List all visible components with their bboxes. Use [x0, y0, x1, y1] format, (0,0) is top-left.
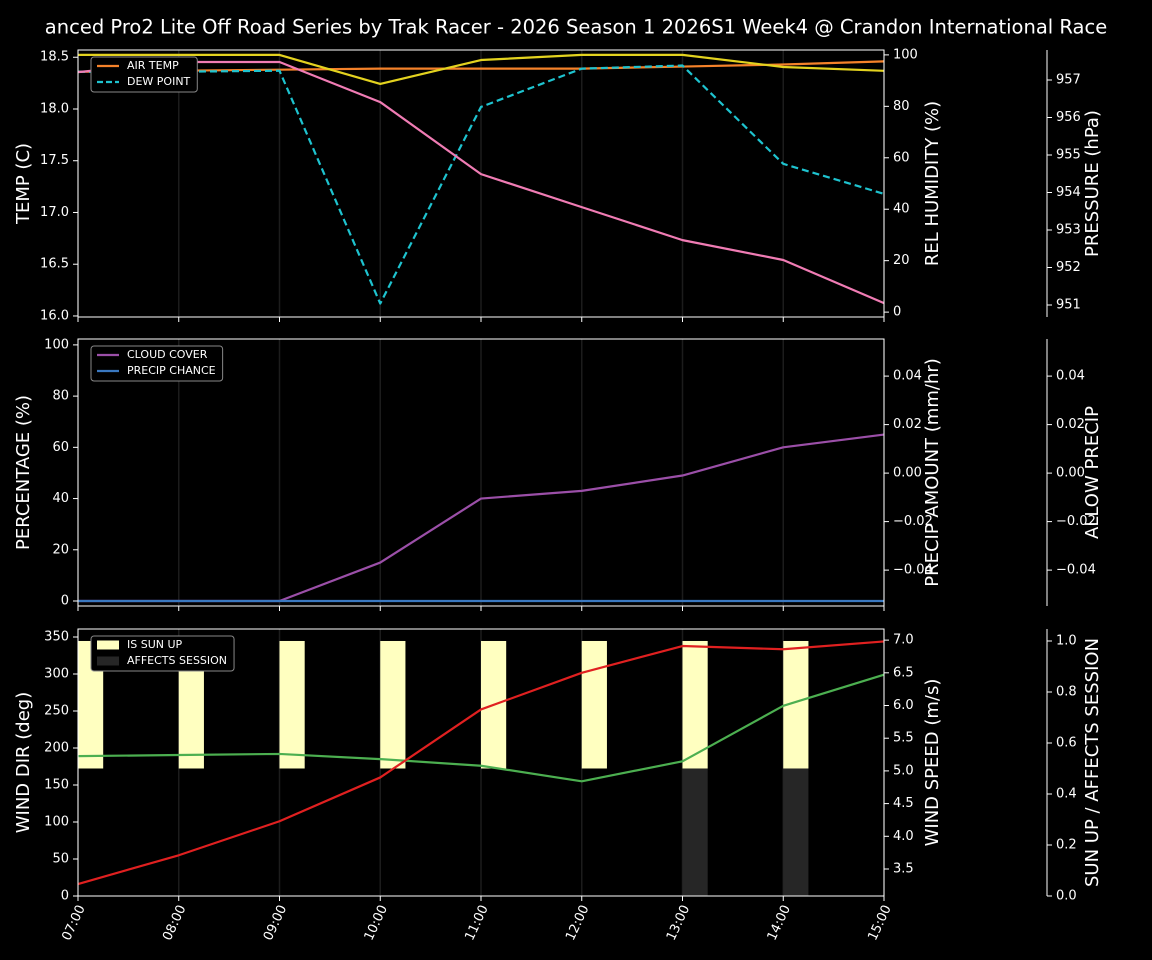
y-tick-label: 3.5 [893, 861, 914, 876]
axis-label: REL HUMIDITY (%) [922, 101, 943, 266]
axis-label: WIND DIR (deg) [13, 692, 34, 834]
legend: CLOUD COVER PRECIP CHANCE [90, 345, 224, 382]
y-tick-label: 16.0 [40, 308, 69, 323]
y-tick-label: 0.4 [1056, 786, 1077, 801]
y-tick-label: 1.0 [1056, 633, 1077, 648]
y-tick-label: 955 [1056, 148, 1081, 163]
y-tick-label: 350 [44, 629, 69, 644]
legend: AIR TEMP DEW POINT [90, 56, 198, 93]
y-tick-label: 300 [44, 666, 69, 681]
y-tick-label: 952 [1056, 260, 1081, 275]
y-tick-label: 953 [1056, 223, 1081, 238]
legend-swatch [97, 656, 119, 666]
y-tick-label: 0.0 [1056, 889, 1077, 904]
y-tick-label: 20 [52, 542, 69, 557]
y-tick-label: 951 [1056, 298, 1081, 313]
y-tick-label: 18.5 [40, 50, 69, 65]
y-tick-label: −0.02 [1056, 514, 1096, 529]
y-tick-label: 20 [893, 253, 910, 268]
y-tick-label: 956 [1056, 110, 1081, 125]
y-tick-label: 7.0 [893, 633, 914, 648]
y-tick-label: 60 [893, 150, 910, 165]
legend-label: PRECIP CHANCE [127, 364, 216, 377]
y-tick-label: 18.0 [40, 101, 69, 116]
y-tick-label: 150 [44, 777, 69, 792]
bar [783, 768, 809, 896]
legend-label: AFFECTS SESSION [127, 654, 227, 667]
y-tick-label: 100 [44, 337, 69, 352]
y-tick-label: 0.04 [1056, 369, 1085, 384]
y-tick-label: 80 [52, 389, 69, 404]
y-tick-label: 957 [1056, 73, 1081, 88]
y-tick-label: 0 [61, 594, 69, 609]
y-tick-label: −0.04 [893, 563, 933, 578]
y-tick-label: 0.8 [1056, 684, 1077, 699]
y-tick-label: 100 [893, 47, 918, 62]
plot-frame [77, 628, 885, 897]
y-tick-label: 50 [52, 851, 69, 866]
axis-label: PRESSURE (hPa) [1082, 110, 1103, 257]
y-tick-label: 5.0 [893, 763, 914, 778]
y-tick-label: 0 [893, 305, 901, 320]
y-tick-label: 0.04 [893, 369, 922, 384]
legend-label: IS SUN UP [127, 638, 183, 651]
legend-box [90, 345, 224, 382]
axis-label: PRECIP AMOUNT (mm/hr) [922, 358, 943, 587]
y-tick-label: 17.0 [40, 205, 69, 220]
y-tick-label: 954 [1056, 185, 1081, 200]
legend: IS SUN UP AFFECTS SESSION [90, 635, 235, 672]
legend-label: AIR TEMP [127, 59, 179, 72]
axis-label: TEMP (C) [13, 143, 34, 225]
y-tick-label: 40 [893, 202, 910, 217]
legend-label: DEW POINT [127, 75, 191, 88]
y-tick-label: 0.2 [1056, 837, 1077, 852]
chart-title: anced Pro2 Lite Off Road Series by Trak … [45, 16, 1107, 39]
y-tick-label: 80 [893, 99, 910, 114]
y-tick-label: 100 [44, 814, 69, 829]
y-tick-label: 4.5 [893, 796, 914, 811]
line [77, 640, 885, 886]
axis-label: WIND SPEED (m/s) [922, 679, 943, 847]
y-tick-label: 250 [44, 703, 69, 718]
y-tick-label: −0.02 [893, 514, 933, 529]
y-tick-label: −0.04 [1056, 563, 1096, 578]
bar [380, 640, 406, 769]
bar [581, 640, 607, 769]
y-tick-label: 0.02 [1056, 417, 1085, 432]
legend-box [90, 635, 235, 672]
y-tick-label: 0.02 [893, 417, 922, 432]
line [78, 64, 885, 305]
y-tick-label: 6.5 [893, 665, 914, 680]
y-tick-label: 5.5 [893, 731, 914, 746]
y-tick-label: 6.0 [893, 698, 914, 713]
y-tick-label: 0 [61, 889, 69, 904]
bar [682, 768, 708, 896]
y-tick-label: 0.6 [1056, 735, 1077, 750]
bar [682, 640, 708, 769]
legend-label: CLOUD COVER [127, 348, 208, 361]
axis-label: ALLOW PRECIP [1082, 406, 1103, 539]
line [77, 673, 885, 783]
y-tick-label: 17.5 [40, 153, 69, 168]
line [78, 53, 885, 86]
legend-swatch [97, 640, 119, 650]
y-tick-label: 4.0 [893, 829, 914, 844]
y-tick-label: 16.5 [40, 257, 69, 272]
y-tick-label: 0.00 [1056, 466, 1085, 481]
axis-label: SUN UP / AFFECTS SESSION [1082, 638, 1103, 887]
y-tick-label: 40 [52, 491, 69, 506]
plot-frame [77, 49, 885, 318]
y-tick-label: 200 [44, 740, 69, 755]
line [77, 60, 885, 305]
plot-frame [77, 338, 885, 607]
y-tick-label: 0.00 [893, 466, 922, 481]
axis-label: PERCENTAGE (%) [13, 395, 34, 550]
y-tick-label: 60 [52, 440, 69, 455]
bar [279, 640, 305, 769]
